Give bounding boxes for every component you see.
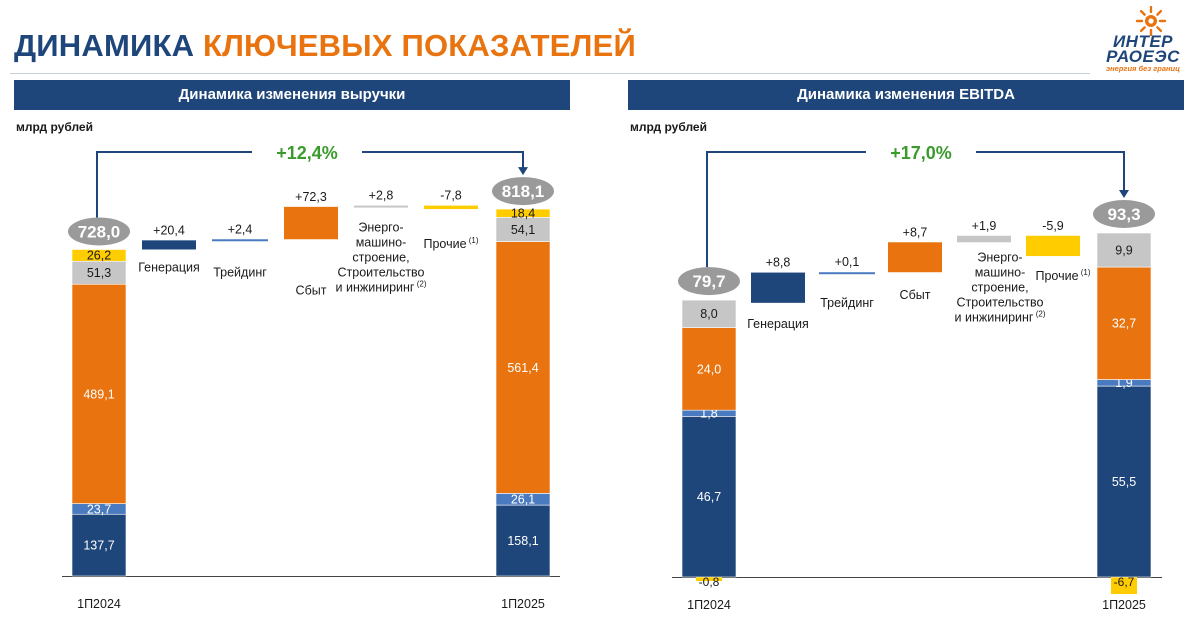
revenue-start-label-4: 26,2 [87, 249, 111, 263]
revenue-change-category-2: Сбыт [296, 283, 327, 297]
ebitda-change-value-0: +8,8 [766, 256, 791, 270]
revenue-start-label-2: 489,1 [83, 387, 114, 401]
ebitda-growth-arrowhead [1119, 190, 1129, 198]
revenue-end-total-bg [492, 177, 554, 206]
revenue-end-segment-4 [495, 208, 551, 218]
revenue-start-label-3: 51,3 [87, 266, 111, 280]
ebitda-change-bar-0 [751, 272, 805, 303]
revenue-start-segment-2 [71, 283, 127, 504]
logo-tagline: энергия без границ [1106, 64, 1180, 73]
revenue-end-segment-2 [495, 241, 551, 494]
ebitda-change-bar-4 [1026, 235, 1080, 257]
revenue-growth-label: +12,4% [276, 143, 338, 163]
revenue-change-category-4: Прочие (1) [423, 236, 478, 251]
revenue-end-label-0: 158,1 [507, 534, 538, 548]
revenue-change-value-4: -7,8 [440, 189, 462, 203]
ebitda-unit-label: млрд рублей [630, 120, 707, 134]
ebitda-growth-label: +17,0% [890, 143, 952, 163]
ebitda-end-segment-3 [1096, 232, 1152, 268]
ebitda-change-category-1: Трейдинг [820, 296, 874, 310]
revenue-end-label-3: 54,1 [511, 223, 535, 237]
revenue-unit-label: млрд рублей [16, 120, 93, 134]
revenue-change-category-0: Генерация [138, 260, 200, 274]
ebitda-start-label-3: 8,0 [700, 307, 717, 321]
title-divider [10, 73, 1090, 74]
ebitda-start-category-label: 1П2024 [687, 598, 731, 612]
revenue-start-category-label: 1П2024 [77, 597, 121, 611]
ebitda-change-value-4: -5,9 [1042, 219, 1064, 233]
revenue-change-category-1: Трейдинг [213, 265, 267, 279]
revenue-change-bar-0 [142, 240, 196, 250]
ebitda-change-value-1: +0,1 [835, 255, 860, 269]
ebitda-growth-connector [706, 151, 1125, 268]
ebitda-end-total: 93,3 [1107, 205, 1140, 224]
revenue-change-bar-1 [212, 239, 268, 242]
ebitda-change-bar-3 [957, 235, 1011, 243]
revenue-end-label-4: 18,4 [511, 207, 535, 221]
revenue-end-label-2: 561,4 [507, 361, 538, 375]
revenue-end-label-1: 26,1 [511, 493, 535, 507]
page-title: ДИНАМИКА КЛЮЧЕВЫХ ПОКАЗАТЕЛЕЙ [14, 28, 636, 64]
revenue-start-total: 728,0 [78, 222, 121, 241]
ebitda-start-neg-label: -0,8 [699, 575, 720, 589]
ebitda-change-category-0: Генерация [747, 317, 809, 331]
ebitda-end-label-2: 32,7 [1112, 317, 1136, 331]
revenue-end-category-label: 1П2025 [501, 597, 545, 611]
company-logo: ИНТЕР РАОЕЭС энергия без границ [1097, 6, 1189, 73]
ebitda-start-segment-2 [681, 327, 737, 411]
revenue-start-label-0: 137,7 [83, 538, 114, 552]
page-title-part1: ДИНАМИКА [14, 28, 195, 63]
revenue-change-bar-4 [424, 205, 478, 210]
ebitda-start-segment-3 [681, 299, 737, 328]
revenue-change-value-0: +20,4 [153, 223, 185, 237]
revenue-change-value-3: +2,8 [369, 189, 394, 203]
ebitda-end-neg-label: -6,7 [1114, 575, 1135, 589]
ebitda-change-value-2: +8,7 [903, 225, 928, 239]
revenue-change-bar-2 [284, 206, 338, 240]
page-title-part2: КЛЮЧЕВЫХ ПОКАЗАТЕЛЕЙ [202, 28, 636, 63]
revenue-change-bar-3 [354, 205, 408, 208]
ebitda-start-total-bg [678, 267, 740, 296]
ebitda-change-bar-1 [819, 272, 875, 275]
ebitda-start-total: 79,7 [692, 272, 725, 291]
ebitda-panel-header: Динамика изменения EBITDA [628, 80, 1184, 110]
ebitda-end-label-3: 9,9 [1115, 243, 1132, 257]
ebitda-end-total-bg [1093, 200, 1155, 228]
ebitda-change-category-2: Сбыт [900, 288, 931, 302]
ebitda-start-label-0: 46,7 [697, 490, 721, 504]
revenue-growth-arrowhead [518, 167, 528, 176]
ebitda-end-label-0: 55,5 [1112, 475, 1136, 489]
ebitda-start-label-2: 24,0 [697, 362, 721, 376]
revenue-change-value-2: +72,3 [295, 190, 327, 204]
revenue-end-total: 818,1 [502, 182, 545, 201]
revenue-end-segment-0 [495, 504, 551, 577]
ebitda-change-bar-2 [888, 242, 942, 273]
revenue-start-segment-4 [71, 249, 127, 262]
logo-line1: ИНТЕР [1112, 32, 1174, 51]
revenue-change-category-3: Энерго-машино-строение, Строительство и ин… [336, 221, 427, 295]
revenue-end-segment-3 [495, 217, 551, 242]
ebitda-end-segment-0 [1096, 385, 1152, 578]
revenue-panel-header: Динамика изменения выручки [14, 80, 570, 110]
ebitda-end-category-label: 1П2025 [1102, 598, 1146, 612]
revenue-start-label-1: 23,7 [87, 502, 111, 516]
ebitda-change-category-3: Энерго-машино-строение, Строительство и ин… [955, 250, 1046, 324]
ebitda-start-segment-0 [681, 416, 737, 578]
ebitda-change-category-4: Прочие (1) [1035, 268, 1090, 283]
ebitda-end-segment-2 [1096, 266, 1152, 380]
logo-line2: РАОЕЭС [1106, 47, 1180, 66]
revenue-growth-connector [96, 151, 524, 218]
revenue-change-value-1: +2,4 [228, 222, 253, 236]
revenue-start-total-bg [68, 217, 130, 246]
ebitda-change-value-3: +1,9 [972, 219, 997, 233]
sun-logo-icon [1135, 6, 1167, 36]
